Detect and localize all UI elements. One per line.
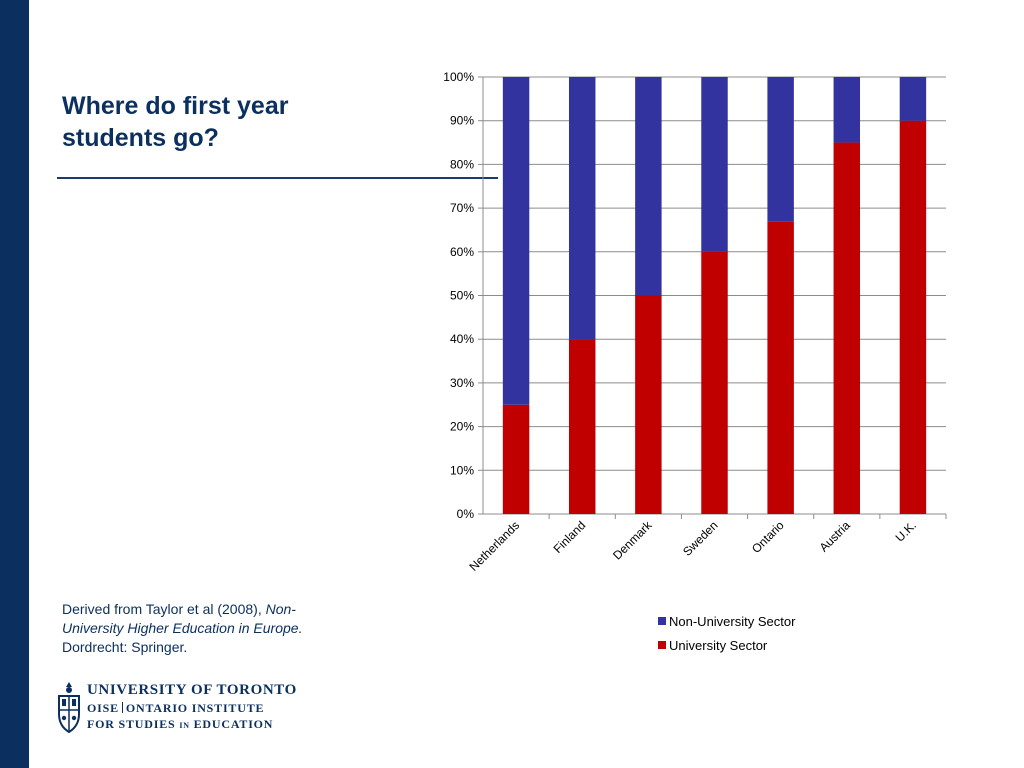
logo-education: EDUCATION <box>193 717 274 731</box>
legend-item-non-university: Non-University Sector <box>658 609 795 633</box>
legend-label-non-university: Non-University Sector <box>669 613 796 629</box>
y-tick-label: 20% <box>450 420 474 434</box>
y-tick-label: 50% <box>450 289 474 303</box>
y-tick-label: 0% <box>457 507 475 521</box>
logo-in: IN <box>179 721 190 730</box>
x-tick-label: Sweden <box>680 518 721 559</box>
y-tick-label: 60% <box>450 245 474 259</box>
bar-university <box>899 120 927 514</box>
title-underline <box>57 177 498 179</box>
citation-book-title: Non-University Higher Education in Europ… <box>62 601 303 636</box>
legend-label-university: University Sector <box>669 637 768 653</box>
logo-oise: OISE <box>87 701 119 715</box>
logo-line-oise: OISE ONTARIO INSTITUTE <box>87 700 297 716</box>
bar-university <box>635 295 662 514</box>
stacked-bar-chart: 0% 10% 20% 30% 40% 50% 60% 70% 80% 90% 100% Netherl… <box>443 70 947 574</box>
chart-legend: Non-University Sector University Sector <box>658 609 795 657</box>
legend-item-university: University Sector <box>658 633 795 657</box>
y-tick-label: 10% <box>450 463 474 477</box>
bar-university <box>701 251 728 515</box>
legend-swatch-university <box>658 641 666 649</box>
bar-non-university <box>701 77 728 252</box>
x-tick-label: Austria <box>817 518 854 555</box>
bar-non-university <box>568 77 596 340</box>
citation-publisher: Dordrecht: Springer. <box>62 639 188 655</box>
y-tick-label: 100% <box>443 70 474 84</box>
bar-university <box>568 339 596 514</box>
logo-for-studies: FOR STUDIES <box>87 717 176 731</box>
x-tick-label: Netherlands <box>467 518 523 574</box>
logo-line-studies: FOR STUDIES IN EDUCATION <box>87 716 297 734</box>
crest-icon <box>58 682 80 734</box>
x-tick-label: U.K. <box>893 518 919 544</box>
y-tick-label: 80% <box>450 157 474 171</box>
bar-non-university <box>899 77 927 121</box>
slide-title: Where do first year students go? <box>62 92 289 152</box>
y-tick-label: 40% <box>450 332 474 346</box>
bar-university <box>502 404 530 514</box>
y-tick-label: 70% <box>450 201 474 215</box>
x-tick-label: Finland <box>551 518 589 556</box>
bar-non-university <box>767 77 794 222</box>
logo-separator <box>121 702 123 713</box>
university-logo: UNIVERSITY OF TORONTO OISE ONTARIO INSTIT… <box>57 680 327 742</box>
bar-university <box>767 221 794 514</box>
bar-non-university <box>833 77 861 143</box>
source-citation: Derived from Taylor et al (2008), Non-Un… <box>62 600 352 657</box>
x-tick-label: Denmark <box>610 518 655 563</box>
bar-non-university <box>502 77 530 405</box>
logo-line-university: UNIVERSITY OF TORONTO <box>87 682 297 698</box>
bar-university <box>833 142 861 515</box>
bar-non-university <box>635 77 662 296</box>
y-tick-label: 90% <box>450 114 474 128</box>
logo-ontario-institute: ONTARIO INSTITUTE <box>125 701 265 715</box>
citation-prefix: Derived from Taylor et al (2008), <box>62 601 266 617</box>
x-tick-label: Ontario <box>749 518 787 556</box>
y-tick-label: 30% <box>450 376 474 390</box>
left-accent-bar <box>0 0 29 768</box>
legend-swatch-non-university <box>658 617 666 625</box>
